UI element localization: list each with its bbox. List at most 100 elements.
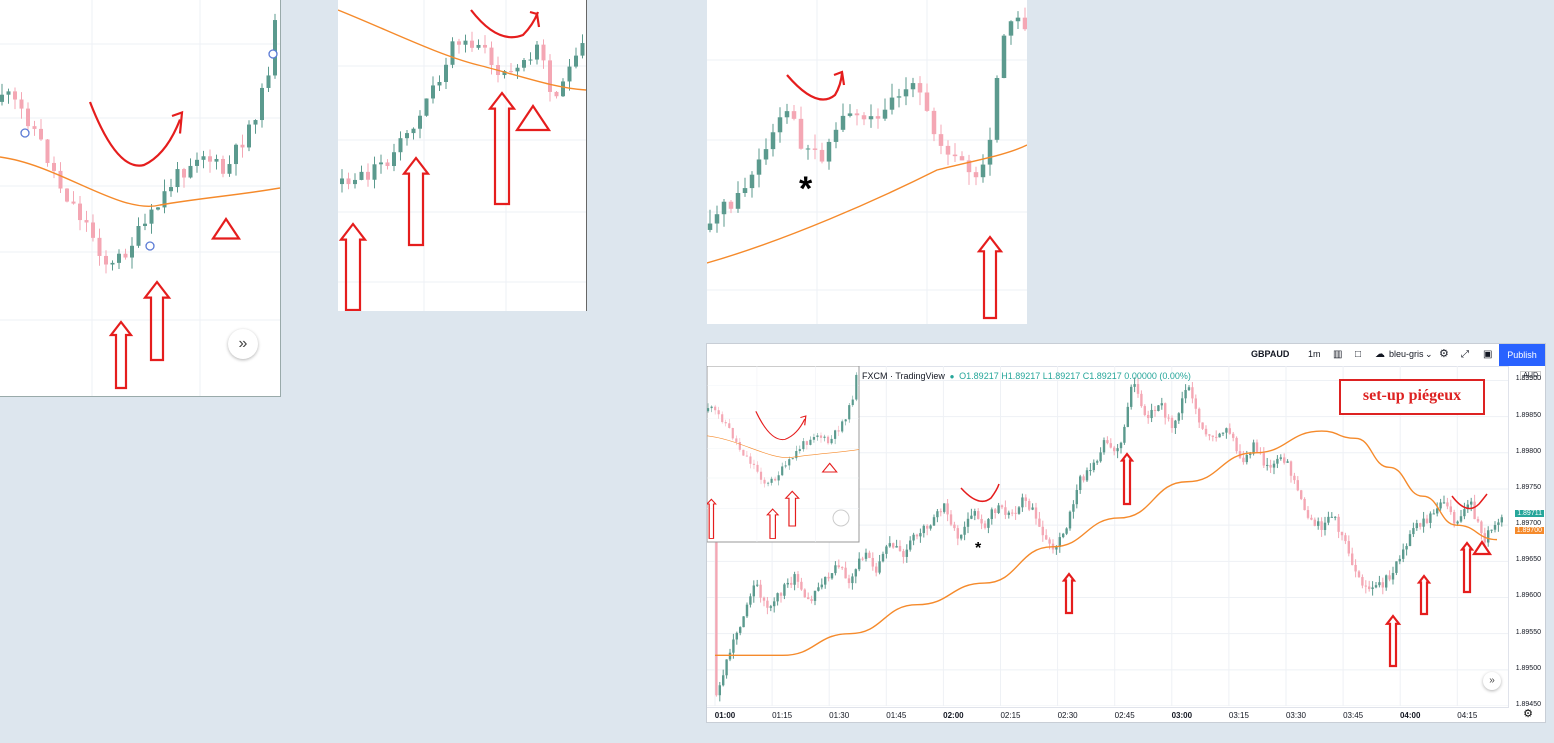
candle <box>1371 587 1374 590</box>
candle <box>1300 490 1303 499</box>
candle <box>1123 426 1126 443</box>
current-price-label: 1.89711 <box>1515 510 1544 518</box>
candle <box>861 558 864 560</box>
candle <box>1334 516 1337 518</box>
swoosh-arrow-head <box>171 110 184 134</box>
candle <box>574 55 578 67</box>
candle <box>1011 512 1014 514</box>
candle <box>130 245 134 258</box>
candle <box>1000 505 1004 508</box>
main-chart-window: GBPAUD 1m ▥ □ ☁ bleu-gris ⌄ ⚙ ⤢ ▣ Publis… <box>706 343 1546 723</box>
main-asterisk: * <box>975 540 982 557</box>
candle <box>966 160 972 173</box>
source-title: FXCM · TradingView <box>862 371 945 381</box>
price-tick-label: 1.89600 <box>1515 592 1541 600</box>
candle <box>208 156 212 162</box>
candle <box>909 540 912 550</box>
candle <box>721 201 727 215</box>
inset-expand-icon[interactable] <box>832 509 850 527</box>
candle <box>844 419 847 422</box>
candle <box>1228 428 1231 434</box>
square-icon[interactable]: □ <box>1355 349 1362 360</box>
expand-icon[interactable]: » <box>228 329 258 359</box>
candle <box>1092 462 1095 471</box>
time-tick-label: 03:45 <box>1343 711 1364 720</box>
candle <box>392 152 396 167</box>
symbol-label[interactable]: GBPAUD <box>1251 349 1290 359</box>
candle <box>885 546 888 554</box>
theme-label[interactable]: bleu-gris <box>1389 349 1424 359</box>
candle <box>580 43 585 56</box>
candle <box>1085 470 1089 481</box>
up-arrow-annotation <box>108 320 134 390</box>
time-tick-label: 02:30 <box>1057 711 1078 720</box>
candle <box>858 558 861 570</box>
candle <box>742 616 745 628</box>
candle <box>841 567 844 569</box>
candle <box>903 89 909 97</box>
publish-button[interactable]: Publish <box>1499 344 1545 366</box>
candle <box>457 41 461 45</box>
axis-settings-icon[interactable]: ⚙ <box>1523 708 1533 720</box>
candle <box>1001 35 1007 79</box>
candle <box>1008 21 1014 36</box>
interval-button[interactable]: 1m <box>1308 349 1321 359</box>
candle <box>875 116 881 119</box>
candle <box>802 441 805 450</box>
candle <box>791 111 797 119</box>
candle <box>878 561 881 573</box>
candle <box>875 566 878 573</box>
candle <box>956 528 959 539</box>
camera-icon[interactable]: ▣ <box>1483 349 1493 360</box>
fullscreen-icon[interactable]: ⤢ <box>1461 349 1469 360</box>
candle <box>854 113 860 116</box>
candle <box>221 158 225 174</box>
triangle-annotation <box>821 462 838 473</box>
up-arrow-annotation <box>142 280 172 362</box>
candle <box>1191 387 1194 399</box>
candle <box>1075 489 1078 505</box>
candle <box>1364 585 1367 587</box>
candle-type-icon[interactable]: ▥ <box>1333 349 1343 360</box>
candle <box>1058 537 1061 548</box>
candle <box>770 478 773 483</box>
candle <box>1204 428 1208 435</box>
swoosh-annotation <box>786 72 844 101</box>
candle <box>1113 447 1116 452</box>
candle <box>864 552 868 559</box>
settings-icon[interactable]: ⚙ <box>1439 348 1449 360</box>
setup-annotation-box: set-up piégeux <box>1339 379 1485 415</box>
candle <box>398 138 403 153</box>
candle <box>735 438 738 442</box>
candle <box>188 165 193 178</box>
candle <box>1330 516 1333 518</box>
price-axis[interactable]: AUD 1.89900 1.89850 1.89800 1.89750 1.89700 1… <box>1508 366 1545 721</box>
candle <box>917 83 923 93</box>
candle <box>1408 534 1412 546</box>
candle <box>774 478 777 481</box>
candle <box>707 223 713 230</box>
candle <box>366 171 370 180</box>
candle <box>489 47 494 66</box>
candle <box>1082 476 1085 481</box>
candle <box>756 159 762 175</box>
candle <box>1293 475 1296 481</box>
candle <box>766 600 769 608</box>
cloud-icon[interactable]: ☁ <box>1375 349 1385 360</box>
candle <box>905 549 908 557</box>
candle <box>1354 564 1357 572</box>
triangle-annotation <box>1471 540 1493 556</box>
expand-icon[interactable]: » <box>1483 672 1501 690</box>
time-axis[interactable]: 01:00 01:15 01:30 01:45 02:00 02:15 02:30 02:45… <box>707 707 1509 722</box>
candle <box>1419 523 1422 527</box>
candle <box>793 574 796 585</box>
candle <box>1480 521 1483 534</box>
candle <box>721 414 724 423</box>
candle <box>786 582 789 585</box>
candle <box>1351 553 1354 565</box>
currency-label[interactable]: AUD <box>1520 371 1541 380</box>
candle <box>910 83 916 90</box>
chevron-down-icon[interactable]: ⌄ <box>1425 349 1433 359</box>
candle <box>847 578 851 584</box>
candle <box>973 511 976 516</box>
